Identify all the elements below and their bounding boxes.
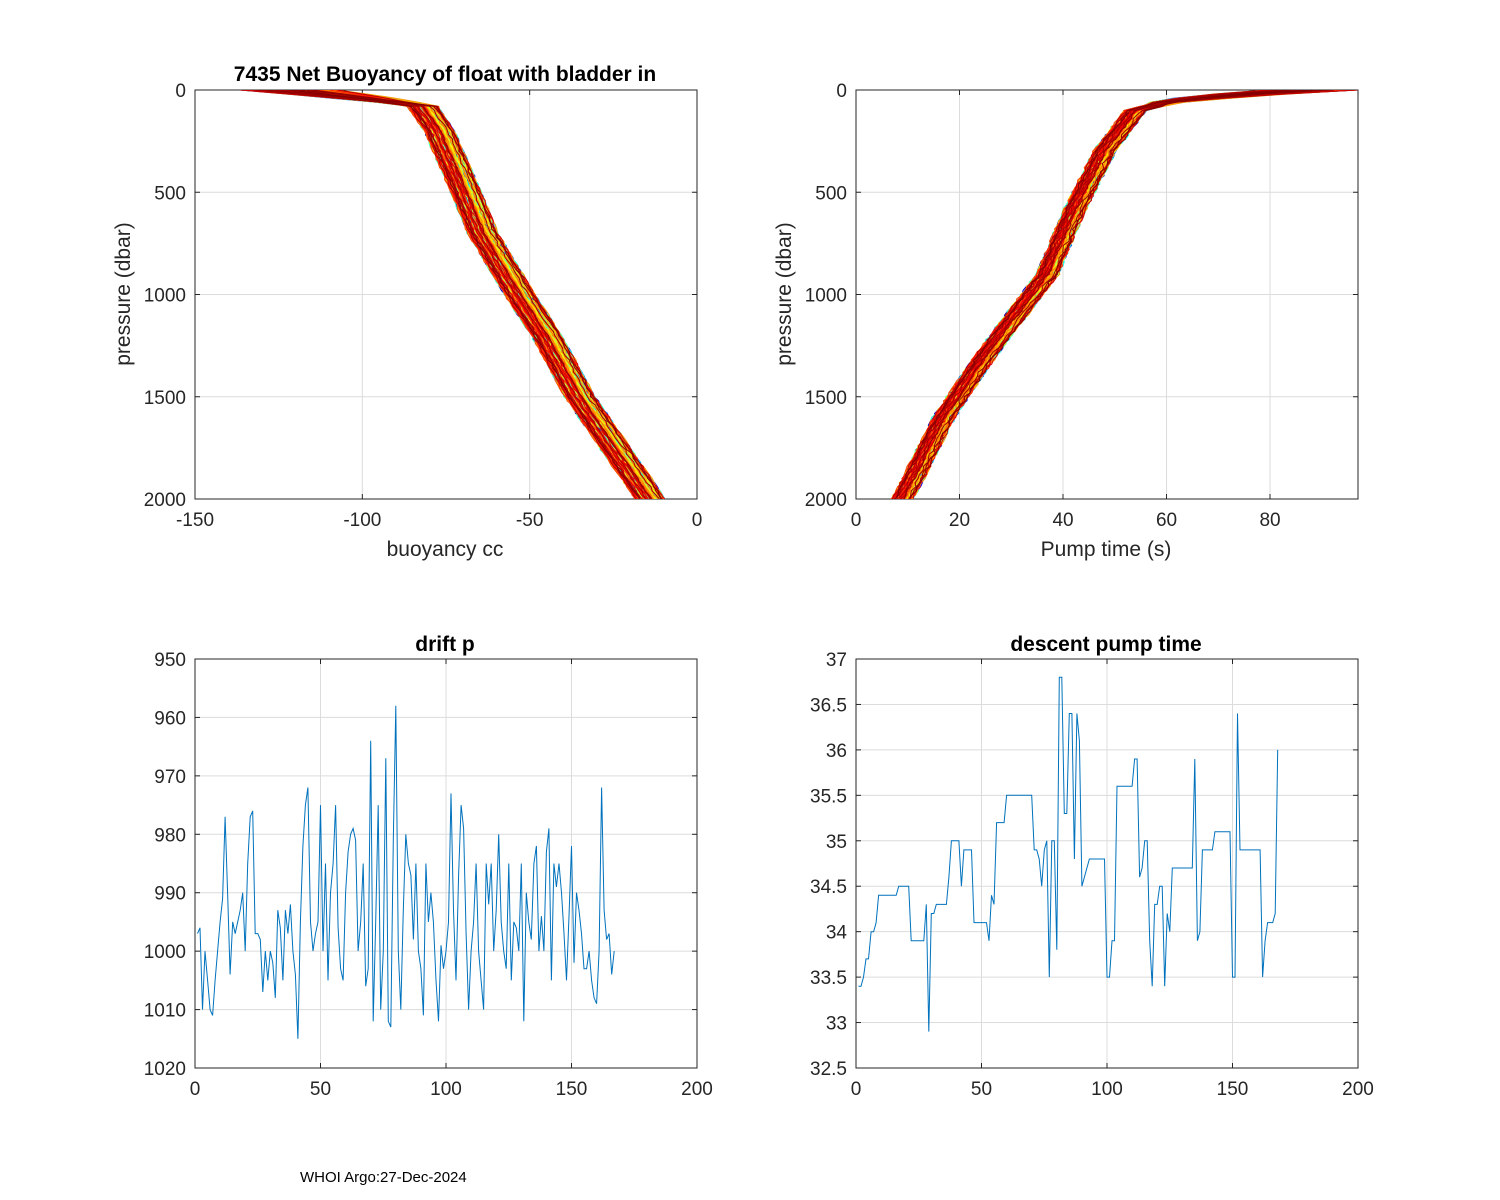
pumptime-y-tick-label: 500 — [815, 183, 847, 204]
buoyancy-x-tick-label: -100 — [343, 510, 381, 531]
pumptime-x-axis-label: Pump time (s) — [1041, 538, 1172, 561]
drift-p-plot: drift p 0 50 100 150 200 950 960 970 980 990 1000 1… — [144, 633, 713, 1100]
buoyancy-profile-line — [292, 90, 636, 499]
descent-pump-y-tick-label: 36.5 — [810, 695, 847, 716]
descent-pump-y-tick-label: 32.5 — [810, 1059, 847, 1080]
pumptime-x-tick-label: 20 — [949, 510, 970, 531]
pumptime-y-axis-label: pressure (dbar) — [773, 222, 796, 366]
descent-pump-x-tick-label: 50 — [971, 1079, 992, 1100]
buoyancy-y-tick-label: 2000 — [144, 490, 186, 511]
descent-pump-y-tick-label: 34.5 — [810, 877, 847, 898]
pumptime-y-tick-label: 0 — [836, 81, 847, 102]
drift-p-axes: 0 50 100 150 200 950 960 970 980 990 1000 1010 1020 — [144, 650, 713, 1100]
buoyancy-y-tick-label: 0 — [175, 81, 186, 102]
buoyancy-plot-title: 7435 Net Buoyancy of float with bladder … — [234, 63, 656, 86]
drift-p-y-tick-label: 990 — [154, 884, 186, 905]
descent-pump-x-tick-label: 150 — [1217, 1079, 1249, 1100]
pumptime-y-tick-label: 1500 — [805, 388, 847, 409]
pumptime-axes: 0 20 40 60 80 0 500 1000 1500 2000 — [805, 81, 1359, 531]
buoyancy-profile-line — [288, 90, 649, 499]
pumptime-profile-line — [909, 90, 1292, 499]
drift-p-y-tick-label: 1020 — [144, 1059, 186, 1080]
descent-pump-axes: 0 50 100 150 200 32.5 33 33.5 34 34.5 35 35.5 36 36.5… — [810, 650, 1374, 1100]
buoyancy-profile-line — [283, 90, 646, 499]
drift-p-title: drift p — [415, 633, 474, 656]
buoyancy-profile-line — [312, 90, 653, 499]
drift-p-x-tick-label: 150 — [556, 1079, 588, 1100]
descent-pump-y-tick-label: 33.5 — [810, 968, 847, 989]
buoyancy-profile-line — [280, 90, 660, 499]
buoyancy-profile-line — [264, 90, 656, 499]
descent-pump-x-tick-label: 200 — [1342, 1079, 1374, 1100]
pumptime-profile-line — [912, 90, 1305, 499]
descent-pump-time-title: descent pump time — [1010, 633, 1201, 656]
pumptime-x-tick-label: 60 — [1156, 510, 1177, 531]
drift-p-x-tick-label: 50 — [310, 1079, 331, 1100]
drift-p-series-line — [197, 705, 615, 1039]
pumptime-profile-line — [907, 90, 1300, 499]
buoyancy-y-tick-label: 1500 — [144, 388, 186, 409]
drift-p-x-tick-label: 200 — [681, 1079, 713, 1100]
drift-p-x-tick-label: 100 — [430, 1079, 462, 1100]
buoyancy-y-tick-label: 500 — [154, 183, 186, 204]
buoyancy-x-axis-label: buoyancy cc — [387, 538, 504, 561]
buoyancy-axes: -150 -100 -50 0 0 500 1000 1500 2000 — [144, 81, 703, 531]
drift-p-y-tick-label: 1000 — [144, 942, 186, 963]
buoyancy-y-tick-label: 1000 — [144, 286, 186, 307]
descent-pump-y-tick-label: 35 — [826, 832, 847, 853]
pumptime-x-tick-label: 0 — [851, 510, 862, 531]
pumptime-profile-line — [894, 90, 1280, 499]
pumptime-x-tick-label: 40 — [1052, 510, 1073, 531]
pumptime-profiles — [890, 90, 1358, 499]
descent-pump-series-line — [858, 676, 1279, 1032]
descent-pump-x-tick-label: 0 — [851, 1079, 862, 1100]
buoyancy-profile-line — [319, 90, 644, 499]
buoyancy-profile-line — [333, 90, 660, 499]
drift-p-y-tick-label: 980 — [154, 825, 186, 846]
descent-pump-time-plot: descent pump time 0 50 100 150 200 32.5 33 33.5… — [810, 633, 1374, 1100]
buoyancy-profile-line — [239, 90, 647, 499]
drift-p-y-tick-label: 950 — [154, 650, 186, 671]
buoyancy-profiles — [239, 90, 666, 499]
descent-pump-y-tick-label: 34 — [826, 923, 848, 944]
descent-pump-x-tick-label: 100 — [1091, 1079, 1123, 1100]
pumptime-profile-line — [895, 90, 1313, 499]
descent-pump-y-tick-label: 36 — [826, 741, 847, 762]
pumptime-y-tick-label: 1000 — [805, 286, 847, 307]
buoyancy-y-axis-label: pressure (dbar) — [112, 222, 135, 366]
descent-pump-y-tick-label: 37 — [826, 650, 847, 671]
pumptime-x-tick-label: 80 — [1259, 510, 1280, 531]
drift-p-y-tick-label: 1010 — [144, 1001, 186, 1022]
drift-p-series — [197, 705, 615, 1039]
descent-pump-series — [858, 676, 1279, 1032]
buoyancy-profile-line — [266, 90, 663, 499]
pumptime-profile-line — [909, 90, 1305, 499]
descent-pump-y-tick-label: 35.5 — [810, 786, 847, 807]
buoyancy-profile-line — [290, 90, 641, 499]
buoyancy-x-tick-label: -150 — [176, 510, 214, 531]
buoyancy-profile-plot: 7435 Net Buoyancy of float with bladder … — [112, 63, 702, 561]
pumptime-profile-line — [903, 90, 1334, 499]
drift-p-x-tick-label: 0 — [190, 1079, 201, 1100]
buoyancy-x-tick-label: 0 — [692, 510, 703, 531]
descent-pump-y-tick-label: 33 — [826, 1014, 847, 1035]
pumptime-y-tick-label: 2000 — [805, 490, 847, 511]
buoyancy-x-tick-label: -50 — [516, 510, 543, 531]
footer-credit: WHOI Argo:27-Dec-2024 — [300, 1169, 467, 1186]
drift-p-y-tick-label: 970 — [154, 767, 186, 788]
drift-p-y-tick-label: 960 — [154, 708, 186, 729]
pumptime-profile-line — [898, 90, 1308, 499]
